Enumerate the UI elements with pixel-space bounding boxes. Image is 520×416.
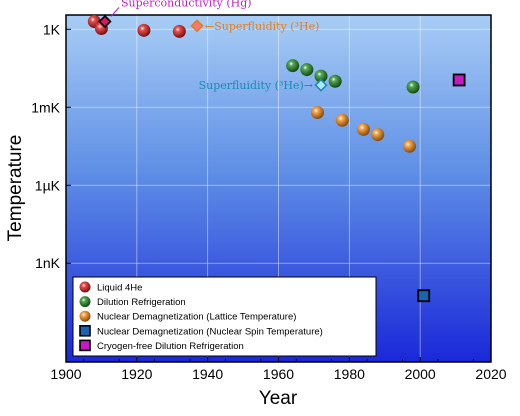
legend-label: Nuclear Demagnetization (Nuclear Spin Te…: [97, 326, 323, 337]
annotation-diamond: [98, 14, 112, 29]
annotation-label: Superfluidity (³He)→: [199, 79, 313, 92]
data-point: [137, 23, 151, 37]
legend-marker: [79, 281, 91, 293]
legend-marker: [79, 339, 91, 352]
data-point: [286, 59, 300, 73]
y-tick-label: 1mK: [31, 99, 60, 115]
y-axis-title: Temperature: [5, 135, 26, 242]
x-tick-label: 1920: [121, 366, 152, 382]
data-point: [172, 24, 186, 38]
grid-lines: [66, 15, 491, 362]
data-point: [300, 63, 314, 77]
legend-label: Cryogen-free Dilution Refrigeration: [97, 341, 244, 352]
x-tick-label: 1940: [192, 366, 223, 382]
x-tick-label: 1900: [50, 366, 81, 382]
annotation-diamond: [190, 19, 204, 33]
annotations: Superconductivity (Hg) ←Superfluidity (³H…: [98, 0, 328, 92]
legend-label: Dilution Refrigeration: [97, 297, 186, 308]
y-tick-label: 1K: [43, 21, 61, 37]
data-point: [310, 105, 324, 119]
data-point: [335, 113, 349, 127]
axis-ticks: 1900 1920 1940 1960 1980 2000 2020 1K 1mK 1µK 1nK: [31, 21, 507, 382]
legend-marker: [79, 310, 91, 322]
legend-label: Liquid 4He: [97, 283, 142, 294]
data-point-square: [452, 73, 466, 87]
x-tick-label: 1960: [263, 366, 294, 382]
x-tick-label: 1980: [334, 366, 365, 382]
data-point: [357, 122, 370, 136]
x-axis-title: Year: [259, 388, 298, 409]
annotation-label: Superconductivity (Hg): [121, 0, 252, 9]
annotation-label: ←Superfluidity (³He): [205, 20, 319, 33]
legend: Liquid 4He Dilution Refrigeration Nuclear …: [72, 276, 377, 357]
x-tick-label: 2020: [475, 366, 506, 382]
data-point: [328, 74, 342, 88]
legend-label: Nuclear Demagnetization (Lattice Tempera…: [97, 312, 296, 323]
data-point: [314, 69, 328, 83]
y-tick-label: 1nK: [35, 255, 61, 271]
legend-marker: [79, 324, 91, 337]
y-tick-label: 1µK: [35, 177, 61, 193]
legend-box: [72, 276, 377, 357]
data-point: [403, 139, 417, 153]
annotation-arrow: [110, 7, 120, 17]
data-point-square: [417, 289, 431, 303]
annotation-diamond: [314, 78, 328, 92]
data-point: [406, 80, 420, 94]
x-tick-label: 2000: [405, 366, 436, 382]
legend-marker: [79, 296, 91, 308]
data-markers: [87, 14, 466, 303]
data-point: [371, 128, 385, 142]
